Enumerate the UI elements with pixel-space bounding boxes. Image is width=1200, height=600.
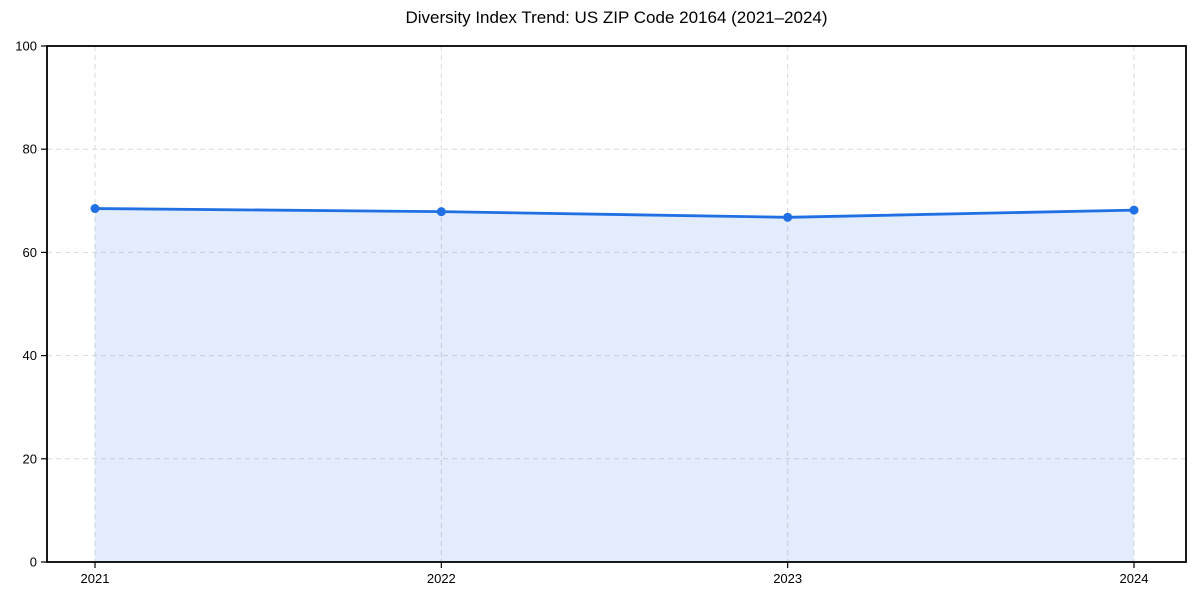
area-fill [95, 208, 1134, 563]
data-point-2021 [90, 204, 100, 214]
y-tick-label-60: 60 [23, 245, 37, 260]
x-tick-label-2022: 2022 [427, 571, 456, 586]
data-point-2022 [436, 207, 446, 217]
x-tick-label-2021: 2021 [81, 571, 110, 586]
y-tick-label-0: 0 [30, 555, 37, 570]
y-tick-label-20: 20 [23, 451, 37, 466]
data-point-2024 [1129, 205, 1139, 215]
y-tick-label-80: 80 [23, 142, 37, 157]
x-tick-label-2023: 2023 [773, 571, 802, 586]
x-tick-label-2024: 2024 [1120, 571, 1149, 586]
data-point-2023 [783, 212, 793, 222]
chart-title: Diversity Index Trend: US ZIP Code 20164… [405, 8, 828, 27]
y-tick-label-100: 100 [15, 39, 37, 54]
y-tick-label-40: 40 [23, 348, 37, 363]
plot-border [46, 45, 1187, 563]
trend-line [93, 207, 1136, 219]
